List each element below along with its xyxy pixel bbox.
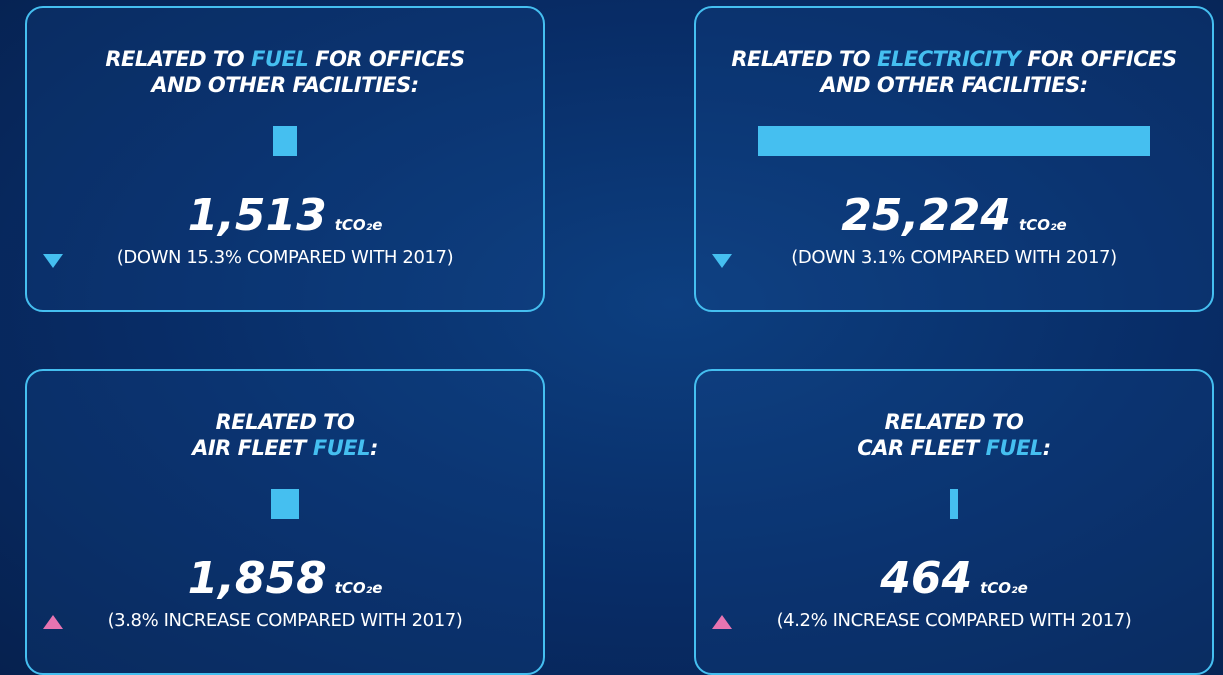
value: 1,513 tCO₂e: [27, 190, 543, 251]
stat-card: RELATED TO AIR FLEET FUEL: 1,858 tCO₂e (3.8% …: [25, 369, 545, 675]
stat-card: RELATED TO FUEL FOR OFFICES AND OTHER FACIL…: [25, 6, 545, 312]
title-text: RELATED TO: [884, 410, 1024, 434]
title-line: RELATED TO FUEL FOR OFFICES: [27, 46, 543, 72]
title-highlight: ELECTRICITY: [877, 47, 1021, 71]
value-unit: tCO₂e: [1019, 216, 1067, 234]
value-number: 1,513: [187, 190, 327, 241]
title-text: AIR FLEET: [192, 436, 306, 460]
change-arrow: [712, 254, 732, 268]
value: 25,224 tCO₂e: [696, 190, 1212, 251]
title-text: :: [370, 436, 378, 460]
change-text: (3.8% INCREASE COMPARED WITH 2017): [107, 610, 463, 631]
change-arrow: [43, 254, 63, 268]
change-text: (DOWN 15.3% COMPARED WITH 2017): [116, 247, 454, 268]
title-line: AND OTHER FACILITIES:: [27, 72, 543, 98]
title-text: RELATED TO: [215, 410, 355, 434]
title-highlight: FUEL: [985, 436, 1044, 460]
title-text: FOR OFFICES: [1027, 47, 1177, 71]
title-highlight: FUEL: [312, 436, 371, 460]
value-unit: tCO₂e: [980, 579, 1028, 597]
value-number: 25,224: [841, 190, 1012, 241]
title-text: CAR FLEET: [857, 436, 979, 460]
card-title: RELATED TO AIR FLEET FUEL:: [27, 409, 543, 461]
value-unit: tCO₂e: [334, 579, 383, 597]
stat-card: RELATED TO CAR FLEET FUEL: 464 tCO₂e (4.2% IN…: [694, 369, 1214, 675]
title-text: RELATED TO: [105, 47, 245, 71]
value-bar: [273, 126, 297, 156]
change-text: (DOWN 3.1% COMPARED WITH 2017): [791, 247, 1117, 268]
title-line: CAR FLEET FUEL:: [696, 435, 1212, 461]
title-line: RELATED TO: [27, 409, 543, 435]
change-text: (4.2% INCREASE COMPARED WITH 2017): [776, 610, 1132, 631]
title-text: RELATED TO: [731, 47, 871, 71]
value: 464 tCO₂e: [696, 553, 1212, 614]
title-line: AND OTHER FACILITIES:: [696, 72, 1212, 98]
value-bar: [950, 489, 958, 519]
stat-card: RELATED TO ELECTRICITY FOR OFFICES AND OTHE…: [694, 6, 1214, 312]
value-bar: [270, 489, 300, 519]
title-line: AIR FLEET FUEL:: [27, 435, 543, 461]
change-arrow: [43, 615, 63, 629]
card-title: RELATED TO FUEL FOR OFFICES AND OTHER FACIL…: [27, 46, 543, 98]
card-title: RELATED TO ELECTRICITY FOR OFFICES AND OTHE…: [696, 46, 1212, 98]
title-highlight: FUEL: [251, 47, 309, 71]
value-unit: tCO₂e: [334, 216, 383, 234]
card-title: RELATED TO CAR FLEET FUEL:: [696, 409, 1212, 461]
value-number: 1,858: [187, 553, 327, 604]
change-arrow: [712, 615, 732, 629]
title-text: FOR OFFICES: [315, 47, 465, 71]
value: 1,858 tCO₂e: [27, 553, 543, 614]
title-line: RELATED TO ELECTRICITY FOR OFFICES: [696, 46, 1212, 72]
value-number: 464: [880, 553, 973, 604]
title-line: RELATED TO: [696, 409, 1212, 435]
title-text: AND OTHER FACILITIES:: [820, 73, 1088, 97]
title-text: AND OTHER FACILITIES:: [151, 73, 419, 97]
title-text: :: [1042, 436, 1051, 460]
value-bar: [758, 126, 1150, 156]
